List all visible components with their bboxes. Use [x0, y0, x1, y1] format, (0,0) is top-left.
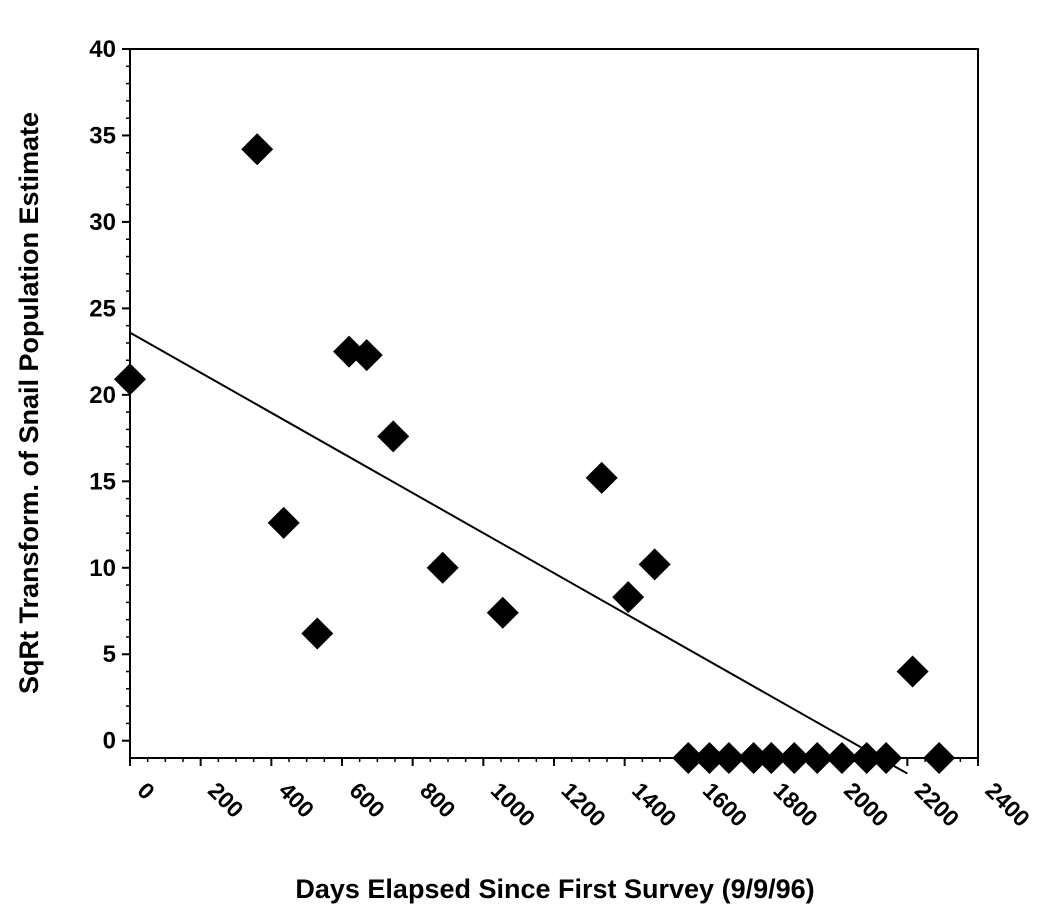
y-tick-label: 5: [103, 641, 116, 668]
data-point: [377, 420, 410, 453]
y-tick-label: 15: [89, 468, 116, 495]
x-tick-label: 1000: [486, 777, 541, 832]
data-point: [850, 742, 883, 774]
data-point: [114, 363, 146, 396]
x-tick-label: 1400: [627, 777, 682, 832]
data-point: [778, 742, 811, 774]
x-tick-label: 200: [203, 777, 249, 823]
x-tick-label: 1800: [768, 777, 823, 832]
y-tick-label: 30: [89, 209, 116, 236]
plot-area: [129, 48, 979, 759]
data-point: [870, 742, 903, 774]
y-tick-label: 25: [89, 295, 116, 322]
data-point: [585, 461, 618, 494]
y-tick-label: 35: [89, 122, 116, 149]
data-point: [612, 581, 645, 614]
data-point: [737, 742, 770, 774]
data-point: [638, 548, 671, 581]
data-point: [801, 742, 834, 774]
y-tick-label: 20: [89, 382, 116, 409]
y-tick-label: 0: [103, 728, 116, 755]
y-tick-label: 40: [89, 36, 116, 63]
y-axis-label: SqRt Transform. of Snail Population Esti…: [14, 112, 44, 694]
data-point: [241, 133, 274, 166]
data-point: [825, 742, 858, 774]
data-point: [301, 617, 334, 650]
data-point: [486, 596, 519, 629]
x-tick-label: 2400: [980, 777, 1035, 832]
trendline-group: [129, 331, 908, 775]
data-point: [267, 506, 300, 539]
data-point: [712, 742, 745, 774]
data-point: [350, 339, 383, 372]
data-point: [755, 742, 788, 774]
x-tick-label: 600: [344, 777, 390, 823]
x-tick-label: 400: [274, 777, 320, 823]
data-point: [896, 655, 929, 688]
x-tick-label: 0: [132, 777, 159, 804]
x-tick-label: 1200: [556, 777, 611, 832]
x-tick-label: 1600: [698, 777, 753, 832]
x-tick-label: 2200: [910, 777, 965, 832]
x-tick-label: 800: [415, 777, 461, 823]
x-axis-label: Days Elapsed Since First Survey (9/9/96): [295, 874, 814, 904]
data-points: [114, 133, 956, 774]
data-point: [672, 742, 705, 774]
y-tick-label: 10: [89, 555, 116, 582]
data-point: [426, 551, 459, 584]
data-point: [693, 742, 726, 774]
x-tick-label: 2000: [839, 777, 894, 832]
linear-trendline: [129, 331, 908, 775]
data-point: [923, 742, 956, 774]
y-axis-ticks: 0 5 10 15 20 25 30 35 40: [89, 36, 130, 755]
